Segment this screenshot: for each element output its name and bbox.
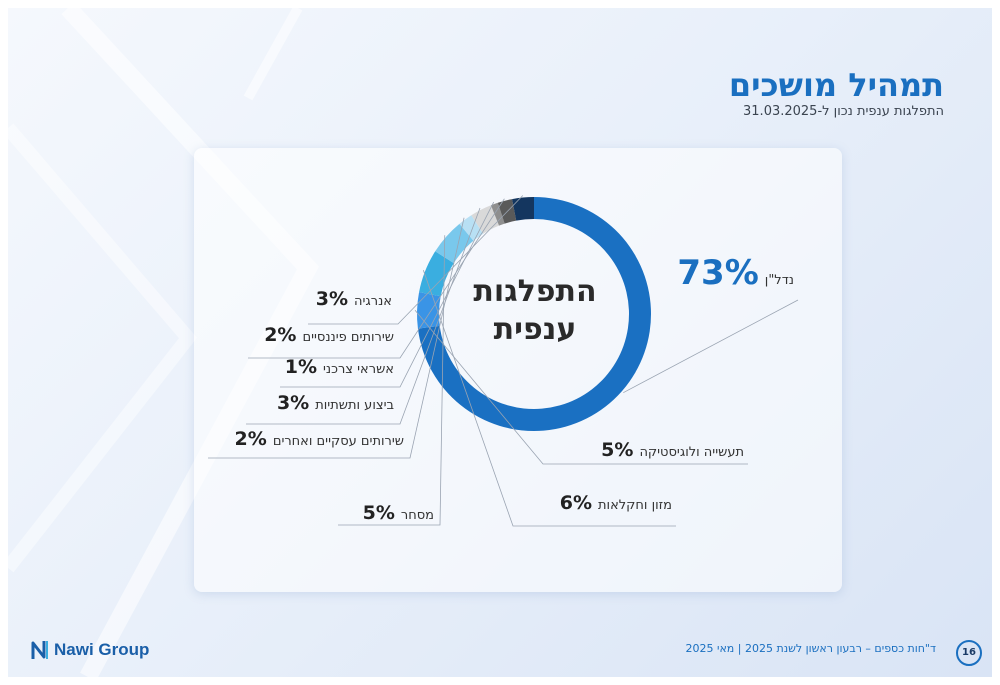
page-number: 16 [956, 640, 982, 666]
donut-chart: 73% נדל"ן 5% תעשייה ולוגיסטיקה 6% מזון וחקלאו… [208, 195, 799, 527]
slice-value: 5% [363, 502, 395, 524]
leader-line [308, 195, 524, 325]
slice-value: 5% [601, 439, 633, 461]
donut-slice [419, 251, 454, 297]
slice-name: נדל"ן [765, 273, 794, 288]
slice-label: 3% אנרגיה [316, 288, 392, 310]
slice-label: 6% מזון וחקלאות [560, 492, 672, 514]
slice-name: שירותים עסקיים ואחרים [273, 434, 404, 449]
slice-label: 5% תעשייה ולוגיסטיקה [601, 439, 744, 461]
footer-text: ד"חות כספים – רבעון ראשון לשנת 2025 | מא… [685, 642, 936, 655]
leader-line [246, 207, 481, 425]
slice-label: 3% ביצוע ותשתיות [277, 392, 394, 414]
slice-label: 2% שירותים עסקיים ואחרים [235, 428, 404, 450]
slice-name: אנרגיה [354, 294, 392, 309]
slice-name: מזון וחקלאות [598, 498, 672, 513]
leader-line [338, 235, 446, 526]
slice-name: אשראי צרכני [323, 362, 394, 377]
slice-value: 73% [677, 253, 758, 293]
chart-center-label: התפלגות ענפית [440, 273, 630, 349]
leader-line [208, 217, 465, 459]
slice-value: 2% [264, 324, 296, 346]
slice-name: תעשייה ולוגיסטיקה [639, 445, 744, 460]
slide: תמהיל מושכים התפלגות ענפית נכון ל-31.03.… [8, 8, 992, 677]
slice-name: ביצוע ותשתיות [315, 398, 394, 413]
leader-line [414, 310, 748, 465]
leader-line [280, 201, 495, 388]
page-subtitle: התפלגות ענפית נכון ל-31.03.2025 [743, 104, 944, 119]
logo-text: Nawi Group [54, 640, 150, 659]
slice-value: 2% [235, 428, 267, 450]
leader-line [248, 198, 505, 359]
leader-line [422, 270, 676, 527]
slice-name: שירותים פיננסיים [302, 330, 394, 345]
logo-mark-icon [31, 641, 48, 659]
leader-line [623, 299, 799, 394]
center-label-line-1: התפלגות [473, 274, 597, 309]
slice-value: 3% [277, 392, 309, 414]
slice-value: 3% [316, 288, 348, 310]
company-logo: Nawi Group [30, 636, 149, 664]
slice-value: 6% [560, 492, 592, 514]
page-title: תמהיל מושכים [728, 66, 944, 104]
slice-name: מסחר [401, 508, 434, 523]
slice-label: 2% שירותים פיננסיים [264, 324, 394, 346]
donut-slice [490, 202, 505, 226]
donut-slice [512, 197, 534, 221]
slice-value: 1% [285, 356, 317, 378]
center-label-line-2: ענפית [493, 312, 577, 347]
slice-label: 73% נדל"ן [677, 253, 794, 293]
chart-card [194, 148, 842, 592]
slice-label: 1% אשראי צרכני [285, 356, 394, 378]
slice-label: 5% מסחר [363, 502, 434, 524]
